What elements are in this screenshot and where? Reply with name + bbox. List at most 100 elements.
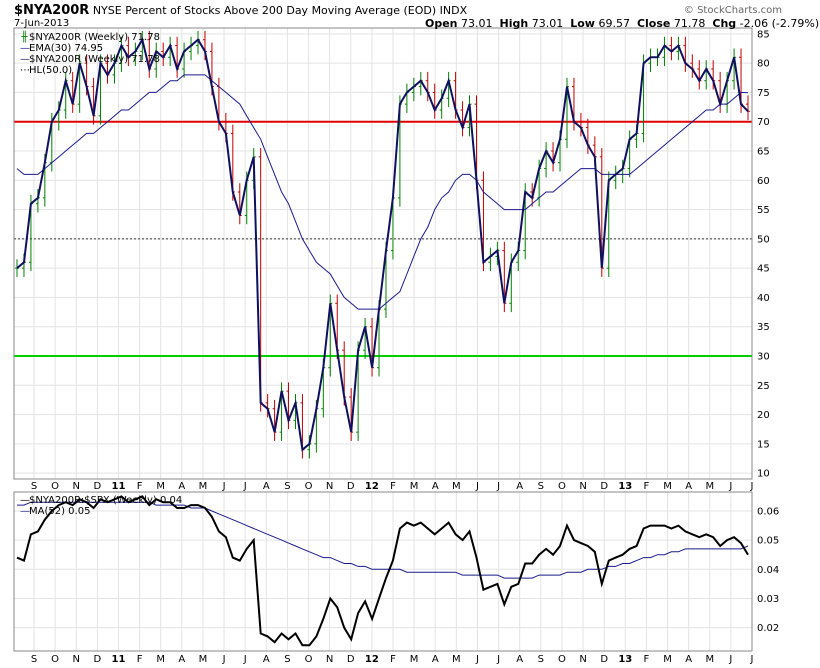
x-tick-label: O xyxy=(51,654,59,665)
x-tick-label: 11 xyxy=(112,654,126,665)
ma-52-line xyxy=(17,501,749,579)
legend-entry-close: —$NYA200R (Weekly) 71.78 xyxy=(20,54,160,65)
x-tick-label: J xyxy=(750,481,754,492)
y-tick-label: 85 xyxy=(757,29,770,40)
x-tick-label: A xyxy=(685,654,692,665)
x-tick-label: N xyxy=(326,654,333,665)
symbol: $NYA200R xyxy=(14,3,90,18)
x-tick-label: S xyxy=(538,481,544,492)
close-line xyxy=(16,37,749,452)
y-tick-label: 55 xyxy=(757,205,770,216)
x-tick-label: J xyxy=(475,654,479,665)
x-tick-label: O xyxy=(305,481,313,492)
chart-date: 7-Jun-2013 xyxy=(14,18,70,29)
exchange: INDX xyxy=(439,4,468,17)
ohlc-readout: Open 73.01 High 73.01 Low 69.57 Close 71… xyxy=(425,17,820,30)
x-tick-label: F xyxy=(137,481,143,492)
y-tick-label: 65 xyxy=(757,147,770,158)
x-tick-label: O xyxy=(305,654,313,665)
legend-label: $NYA200R (Weekly) 71.78 xyxy=(29,54,160,65)
x-tick-label: A xyxy=(432,481,439,492)
x-tick-label: M xyxy=(663,481,672,492)
x-tick-label: 12 xyxy=(365,654,379,665)
y-tick-label: 30 xyxy=(757,352,770,363)
y-tick-label: 15 xyxy=(757,439,770,450)
legend-entry-ema: —EMA(30) 74.95 xyxy=(20,43,160,54)
x-tick-label: J xyxy=(728,654,732,665)
bottom-legend: —$NYA200R:$SPX (Weekly) 0.04 —MA(52) 0.0… xyxy=(20,495,182,517)
x-tick-label: A xyxy=(432,654,439,665)
open-value: 73.01 xyxy=(461,17,493,30)
x-tick-label: M xyxy=(705,481,714,492)
x-tick-label: M xyxy=(410,481,419,492)
legend-label: MA(52) 0.05 xyxy=(29,506,91,517)
legend-label: $NYA200R:$SPX (Weekly) 0.04 xyxy=(29,495,183,506)
x-tick-label: A xyxy=(263,481,270,492)
x-tick-label: J xyxy=(243,654,247,665)
legend-label: EMA(30) 74.95 xyxy=(29,43,104,54)
x-tick-label: M xyxy=(663,654,672,665)
y-tick-label: 0.02 xyxy=(757,623,779,634)
x-tick-label: M xyxy=(705,654,714,665)
legend-label: $NYA200R (Weekly) 71.78 xyxy=(29,32,160,43)
x-tick-label: D xyxy=(347,654,355,665)
y-tick-label: 40 xyxy=(757,293,770,304)
x-tick-label: N xyxy=(579,481,586,492)
x-tick-label: S xyxy=(284,654,290,665)
line-icon: — xyxy=(20,43,30,54)
x-tick-label: J xyxy=(243,481,247,492)
y-tick-label: 75 xyxy=(757,88,770,99)
low-label: Low xyxy=(570,17,595,30)
x-tick-label: A xyxy=(516,654,523,665)
high-label: High xyxy=(499,17,529,30)
x-tick-label: J xyxy=(496,481,500,492)
x-tick-label: J xyxy=(222,654,226,665)
x-tick-label: N xyxy=(579,654,586,665)
x-tick-label: O xyxy=(558,481,566,492)
x-tick-label: O xyxy=(558,654,566,665)
x-tick-label: A xyxy=(178,481,185,492)
y-tick-label: 0.06 xyxy=(757,506,779,517)
x-tick-label: M xyxy=(199,481,208,492)
x-tick-label: J xyxy=(475,481,479,492)
y-tick-label: 50 xyxy=(757,234,770,245)
chg-value: -2.06 (-2.79%) xyxy=(739,17,820,30)
x-tick-label: N xyxy=(72,654,79,665)
top-panel-series xyxy=(14,30,752,459)
close-value: 71.78 xyxy=(673,17,706,30)
x-tick-label: 12 xyxy=(365,481,379,492)
open-label: Open xyxy=(425,17,458,30)
top-legend: ╫$NYA200R (Weekly) 71.78 —EMA(30) 74.95 … xyxy=(20,32,160,76)
y-tick-label: 0.03 xyxy=(757,594,779,605)
x-tick-label: N xyxy=(326,481,333,492)
y-tick-label: 70 xyxy=(757,117,770,128)
dots-icon: ⋯ xyxy=(20,65,30,76)
line-icon: — xyxy=(20,506,30,517)
x-tick-label: M xyxy=(199,654,208,665)
legend-label: HL(50.0) xyxy=(29,65,73,76)
bottom-panel-series xyxy=(16,495,749,647)
x-tick-label: A xyxy=(685,481,692,492)
chart-description: NYSE Percent of Stocks Above 200 Day Mov… xyxy=(92,4,437,17)
y-tick-label: 45 xyxy=(757,264,770,275)
x-tick-label: F xyxy=(390,654,396,665)
x-tick-label: 13 xyxy=(618,481,632,492)
x-tick-label: M xyxy=(410,654,419,665)
y-tick-label: 10 xyxy=(757,469,770,480)
x-tick-label: D xyxy=(600,481,608,492)
x-tick-label: S xyxy=(284,481,290,492)
y-tick-label: 0.05 xyxy=(757,536,779,547)
x-tick-label: S xyxy=(538,654,544,665)
y-tick-label: 60 xyxy=(757,176,770,187)
ratio-line xyxy=(16,495,749,647)
legend-entry-hl: ⋯HL(50.0) xyxy=(20,65,160,76)
x-tick-label: D xyxy=(94,481,102,492)
chart-title: $NYA200R NYSE Percent of Stocks Above 20… xyxy=(14,3,467,18)
x-tick-label: F xyxy=(390,481,396,492)
x-tick-label: N xyxy=(72,481,79,492)
y-tick-label: 35 xyxy=(757,322,770,333)
y-tick-label: 20 xyxy=(757,410,770,421)
x-tick-label: M xyxy=(156,481,165,492)
x-tick-label: F xyxy=(644,481,650,492)
